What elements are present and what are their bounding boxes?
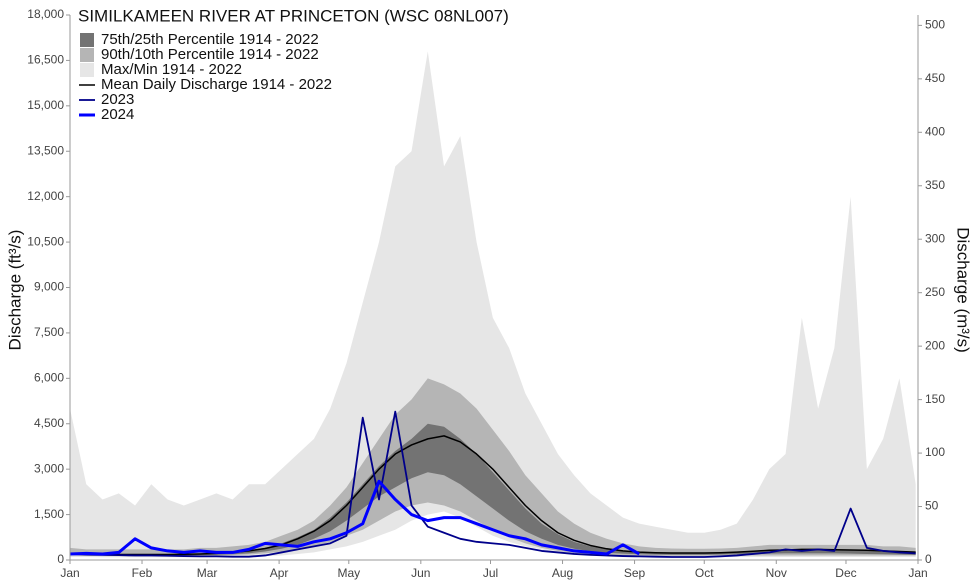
y2-tick-label: 350 [925, 178, 945, 192]
series-line [69, 410, 916, 558]
x-tick-label: Apr [270, 566, 289, 580]
series-line [69, 435, 916, 556]
legend-label: Mean Daily Discharge 1914 - 2022 [101, 76, 332, 93]
legend-label: 90th/10th Percentile 1914 - 2022 [101, 46, 319, 63]
percentile-band [70, 378, 916, 557]
y2-tick-label: 500 [925, 18, 945, 32]
x-tick-label: Jul [483, 566, 498, 580]
y-tick-label: 7,500 [34, 325, 64, 339]
y-tick-label: 3,000 [34, 461, 64, 475]
x-tick-label: Oct [695, 566, 714, 580]
y2-tick-label: 150 [925, 392, 945, 406]
y2-tick-label: 50 [925, 499, 939, 513]
legend-label: 2023 [101, 91, 134, 108]
y2-tick-label: 300 [925, 231, 945, 245]
x-tick-label: Nov [766, 566, 787, 580]
y-tick-label: 10,500 [27, 234, 64, 248]
y-tick-label: 15,000 [27, 98, 64, 112]
y-tick-label: 6,000 [34, 371, 64, 385]
legend-swatch [80, 48, 94, 62]
x-tick-label: Mar [197, 566, 218, 580]
chart-title: SIMILKAMEEN RIVER AT PRINCETON (WSC 08NL… [78, 6, 509, 25]
legend-swatch [80, 63, 94, 77]
legend-label: 2024 [101, 106, 134, 123]
y-axis-label: Discharge (ft³/s) [5, 230, 24, 351]
y2-tick-label: 450 [925, 71, 945, 85]
x-tick-label: Sep [624, 566, 646, 580]
plot-area [69, 51, 916, 558]
y2-tick-label: 400 [925, 124, 945, 138]
x-tick-label: Jan [908, 566, 927, 580]
x-tick-label: May [337, 566, 360, 580]
y-tick-label: 1,500 [34, 507, 64, 521]
y-tick-label: 18,000 [27, 7, 64, 21]
y-tick-label: 12,000 [27, 189, 64, 203]
legend-label: Max/Min 1914 - 2022 [101, 61, 242, 78]
x-tick-label: Dec [835, 566, 856, 580]
y-tick-label: 13,500 [27, 143, 64, 157]
y2-tick-label: 100 [925, 445, 945, 459]
y-tick-label: 0 [57, 552, 64, 566]
x-tick-label: Jan [60, 566, 79, 580]
x-tick-label: Jun [411, 566, 430, 580]
x-tick-label: Aug [552, 566, 573, 580]
y-tick-label: 9,000 [34, 280, 64, 294]
series-line [69, 479, 640, 556]
y2-tick-label: 0 [925, 552, 932, 566]
y2-axis-label: Discharge (m³/s) [954, 227, 973, 353]
y-tick-label: 4,500 [34, 416, 64, 430]
y2-tick-label: 200 [925, 338, 945, 352]
legend-swatch [80, 33, 94, 47]
x-tick-label: Feb [132, 566, 153, 580]
y2-tick-label: 250 [925, 285, 945, 299]
legend-label: 75th/25th Percentile 1914 - 2022 [101, 31, 319, 48]
y-tick-label: 16,500 [27, 53, 64, 67]
percentile-band [70, 423, 916, 556]
